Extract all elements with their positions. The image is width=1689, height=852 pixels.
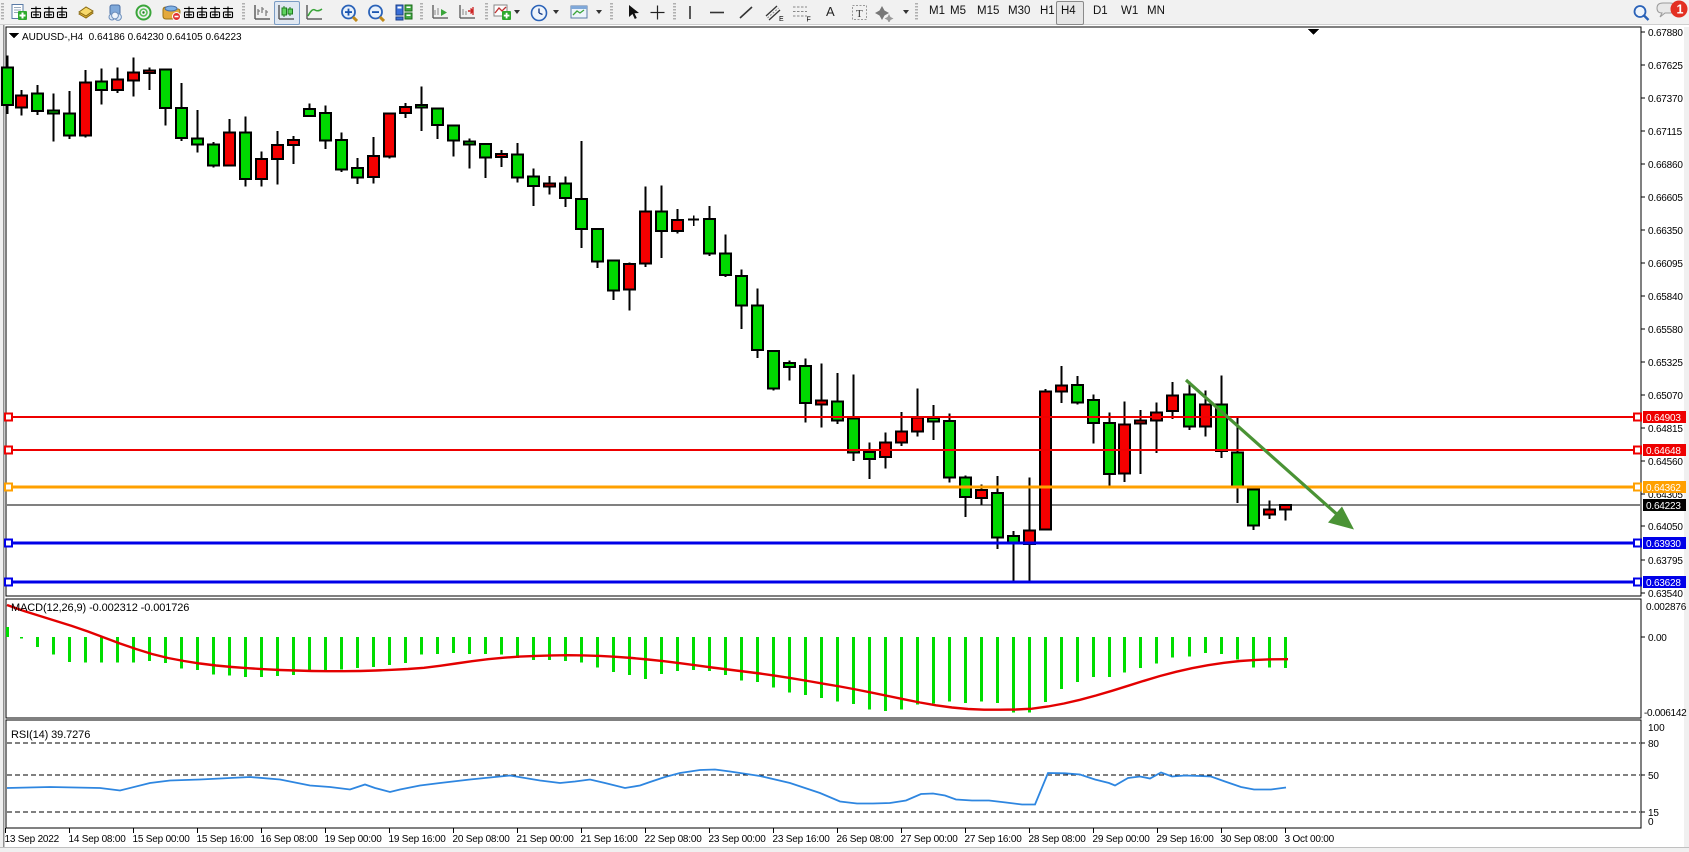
svg-text:0.67625: 0.67625 (1648, 61, 1683, 72)
svg-text:3 Oct 00:00: 3 Oct 00:00 (1285, 834, 1335, 845)
svg-text:RSI(14) 39.7276: RSI(14) 39.7276 (11, 729, 90, 741)
svg-text:16 Sep 08:00: 16 Sep 08:00 (261, 834, 319, 845)
svg-text:28 Sep 08:00: 28 Sep 08:00 (1029, 834, 1087, 845)
svg-text:0.63795: 0.63795 (1648, 556, 1683, 567)
svg-text:0.64560: 0.64560 (1648, 457, 1683, 468)
svg-text:20 Sep 08:00: 20 Sep 08:00 (453, 834, 511, 845)
svg-text:0.002876: 0.002876 (1646, 602, 1687, 613)
svg-text:0.66095: 0.66095 (1648, 259, 1683, 270)
svg-text:0: 0 (1648, 817, 1654, 828)
svg-text:80: 80 (1648, 739, 1659, 750)
svg-text:21 Sep 00:00: 21 Sep 00:00 (517, 834, 575, 845)
svg-text:30 Sep 08:00: 30 Sep 08:00 (1221, 834, 1279, 845)
svg-text:15 Sep 00:00: 15 Sep 00:00 (133, 834, 191, 845)
svg-text:0.66605: 0.66605 (1648, 193, 1683, 204)
svg-text:-0.006142: -0.006142 (1644, 708, 1687, 719)
svg-text:100: 100 (1648, 723, 1665, 734)
svg-text:50: 50 (1648, 771, 1659, 782)
svg-text:15: 15 (1648, 808, 1659, 819)
svg-text:AUDUSD-,H4 0.64186 0.64230 0.: AUDUSD-,H4 0.64186 0.64230 0.64105 0.642… (22, 32, 242, 43)
svg-text:0.65840: 0.65840 (1648, 292, 1683, 303)
svg-text:T: T (856, 8, 863, 20)
svg-text:0.64223: 0.64223 (1646, 501, 1681, 512)
svg-text:0.64362: 0.64362 (1646, 483, 1681, 494)
svg-text:23 Sep 16:00: 23 Sep 16:00 (773, 834, 831, 845)
svg-text:0.65325: 0.65325 (1648, 358, 1683, 369)
svg-text:E: E (779, 16, 784, 22)
svg-text:MACD(12,26,9) -0.002312 -0.001: MACD(12,26,9) -0.002312 -0.001726 (11, 602, 189, 614)
svg-text:0.65070: 0.65070 (1648, 391, 1683, 402)
svg-text:F: F (807, 17, 811, 23)
svg-text:0.67370: 0.67370 (1648, 94, 1683, 105)
svg-text:27 Sep 00:00: 27 Sep 00:00 (901, 834, 959, 845)
svg-text:27 Sep 16:00: 27 Sep 16:00 (965, 834, 1023, 845)
svg-text:22 Sep 08:00: 22 Sep 08:00 (645, 834, 703, 845)
svg-text:14 Sep 08:00: 14 Sep 08:00 (69, 834, 127, 845)
svg-text:0.67880: 0.67880 (1648, 28, 1683, 39)
svg-text:0.64305: 0.64305 (1648, 490, 1683, 501)
svg-text:0.64815: 0.64815 (1648, 424, 1683, 435)
svg-text:0.63628: 0.63628 (1646, 578, 1681, 589)
svg-text:0.63540: 0.63540 (1648, 589, 1683, 600)
svg-text:0.63930: 0.63930 (1646, 539, 1681, 550)
svg-text:1: 1 (1677, 3, 1684, 17)
svg-text:23 Sep 00:00: 23 Sep 00:00 (709, 834, 767, 845)
svg-text:0.00: 0.00 (1648, 633, 1667, 644)
svg-text:0.64648: 0.64648 (1646, 446, 1681, 457)
svg-text:0.66350: 0.66350 (1648, 226, 1683, 237)
svg-text:19 Sep 16:00: 19 Sep 16:00 (389, 834, 447, 845)
svg-text:15 Sep 16:00: 15 Sep 16:00 (197, 834, 255, 845)
svg-text:13 Sep 2022: 13 Sep 2022 (5, 834, 60, 845)
svg-text:0.65580: 0.65580 (1648, 325, 1683, 336)
svg-text:0.66860: 0.66860 (1648, 160, 1683, 171)
svg-text:0.64050: 0.64050 (1648, 522, 1683, 533)
svg-text:21 Sep 16:00: 21 Sep 16:00 (581, 834, 639, 845)
svg-text:29 Sep 16:00: 29 Sep 16:00 (1157, 834, 1215, 845)
svg-text:0.67115: 0.67115 (1648, 127, 1683, 138)
svg-text:29 Sep 00:00: 29 Sep 00:00 (1093, 834, 1151, 845)
svg-text:26 Sep 08:00: 26 Sep 08:00 (837, 834, 895, 845)
svg-text:19 Sep 00:00: 19 Sep 00:00 (325, 834, 383, 845)
svg-text:0.64903: 0.64903 (1646, 413, 1681, 424)
